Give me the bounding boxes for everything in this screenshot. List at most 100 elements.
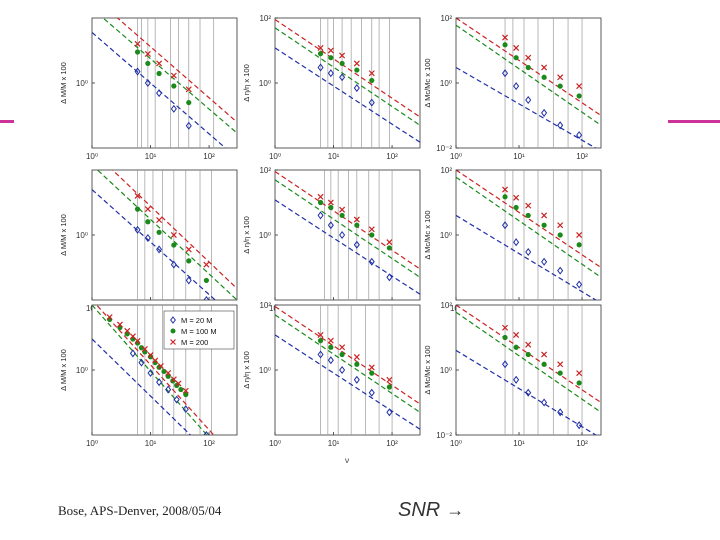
point-circle [513,204,519,211]
point-diamond [339,365,346,375]
point-x [106,314,113,321]
point-x [368,226,375,233]
point-diamond [353,84,360,93]
legend-box [163,310,235,350]
fit-line-0 [92,189,217,300]
legend-entry-0: M = 20 M [181,316,212,325]
y-tick-label: 10⁰ [259,366,271,375]
point-diamond [317,63,324,72]
point-diamond [368,98,375,107]
point-diamond [386,273,393,282]
point-circle [147,354,154,360]
point-x [134,337,141,344]
point-circle [183,391,189,398]
point-diamond [185,121,192,130]
point-x [156,216,163,224]
point-circle [145,219,151,225]
point-circle [161,368,167,375]
right-arrow-icon: → [446,500,465,520]
snr-caption: SNR → [398,499,464,522]
stray-glyph: ν [345,456,349,465]
y-tick-label: 10² [259,166,271,175]
fit-line-2 [275,18,420,118]
point-diamond [134,225,141,234]
y-axis-label: Δ M/M x 100 [59,62,68,104]
snr-label: SNR [398,499,441,521]
point-x [144,50,151,57]
x-tick-label: 10¹ [513,439,525,448]
point-diamond [144,233,151,243]
panel-plot-area [456,305,601,435]
point-x [134,192,141,199]
point-x [368,70,375,77]
point-circle [502,194,508,200]
x-tick-label: 10² [203,439,215,448]
point-diamond [339,73,346,82]
point-x [170,72,177,79]
point-x [525,54,532,61]
point-x [557,361,564,368]
point-x [525,341,532,348]
point-diamond [129,349,136,358]
point-diamond [513,82,520,91]
point-diamond [502,69,509,78]
point-x [525,202,532,209]
point-x [327,47,334,54]
fit-line-0 [275,334,420,430]
x-tick-label: 10² [576,439,588,448]
point-x [185,86,192,93]
point-x [541,351,548,358]
panel-plot-area [275,18,420,148]
panel-frame [455,304,602,436]
point-diamond [353,375,360,384]
point-diamond [541,108,548,117]
point-diamond [203,295,210,300]
point-diamond [525,247,532,257]
y-tick-label: 10⁰ [259,79,271,88]
fit-line-1 [92,305,208,435]
point-circle [203,277,209,284]
point-x [134,40,141,47]
x-tick-label: 10² [203,152,215,161]
point-diamond [327,356,334,365]
point-x [116,321,123,328]
point-circle [130,336,136,342]
panel-p31: 10⁰ 10¹ 10² 10⁰ Δ M/M x 100 M = 20 M M = 100 M… [59,304,238,448]
point-x [541,64,548,71]
point-circle [541,74,547,80]
panel-plot-area [92,18,237,148]
point-diamond [513,375,520,384]
point-x [152,357,159,364]
point-diamond [170,260,177,269]
point-x [513,44,520,51]
point-diamond [557,408,564,417]
point-diamond [513,238,520,247]
point-circle [369,77,375,84]
point-diamond [541,257,548,266]
point-diamond [557,266,564,275]
point-x [557,222,564,229]
fit-line-1 [275,314,420,413]
point-x [353,354,360,361]
x-tick-label: 10² [386,152,398,161]
point-diamond [327,221,334,230]
panel-plot-area [92,170,237,300]
fit-line-2 [456,18,601,116]
point-circle [557,83,563,89]
point-diamond [525,388,532,397]
y-axis-label: Δ M/M x 100 [59,214,68,256]
fit-line-1 [456,24,601,126]
x-tick-label: 10⁰ [269,439,281,448]
point-diamond [368,388,375,397]
point-x [576,231,583,239]
point-circle [186,258,192,264]
point-circle [186,99,192,106]
point-x [576,370,583,377]
y-tick-label: 10⁻² [436,431,452,440]
point-diamond [203,430,210,435]
fit-line-1 [275,27,420,126]
